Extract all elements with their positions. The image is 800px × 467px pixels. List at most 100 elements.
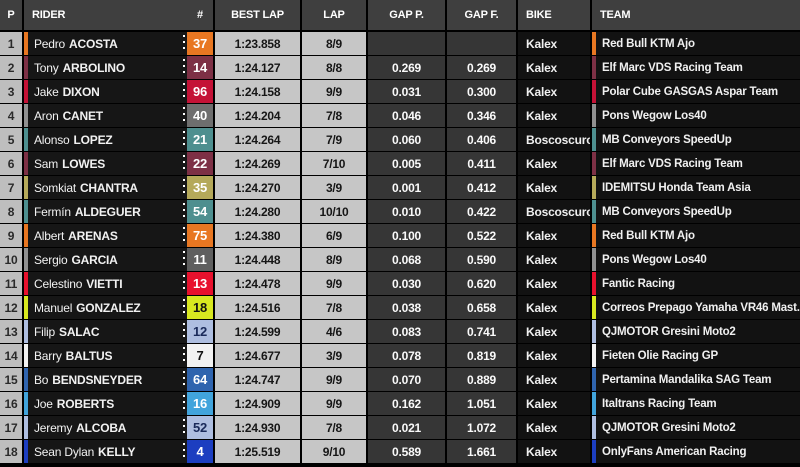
team-accent-strip xyxy=(592,320,596,343)
lap-cell: 3/9 xyxy=(302,176,366,199)
rider-first-name: Pedro xyxy=(34,36,66,51)
team-cell: MB Conveyors SpeedUp xyxy=(592,128,800,151)
gap-first-cell: 0.411 xyxy=(447,152,516,175)
rider-last-name: GONZALEZ xyxy=(76,300,141,315)
table-row[interactable]: 12 Manuel GONZALEZ 18 1:24.516 7/8 0.038… xyxy=(0,296,800,319)
rider-first-name: Sam xyxy=(34,156,59,171)
rider-first-name: Manuel xyxy=(34,300,73,315)
bike-cell: Kalex xyxy=(518,224,590,247)
best-lap-cell: 1:24.269 xyxy=(215,152,300,175)
gap-first-cell: 0.346 xyxy=(447,104,516,127)
table-row[interactable]: 6 Sam LOWES 22 1:24.269 7/10 0.005 0.411… xyxy=(0,152,800,175)
team-cell: Pons Wegow Los40 xyxy=(592,248,800,271)
best-lap-cell: 1:24.599 xyxy=(215,320,300,343)
bike-cell: Kalex xyxy=(518,56,590,79)
gap-prev-cell: 0.269 xyxy=(368,56,445,79)
table-row[interactable]: 7 Somkiat CHANTRA 35 1:24.270 3/9 0.001 … xyxy=(0,176,800,199)
rider-cell: Bo BENDSNEYDER 64 xyxy=(24,368,213,391)
team-cell: MB Conveyors SpeedUp xyxy=(592,200,800,223)
rider-number-badge: 54 xyxy=(183,200,213,223)
team-color-strip xyxy=(24,224,28,247)
team-accent-strip xyxy=(592,368,596,391)
table-row[interactable]: 18 Sean Dylan KELLY 4 1:25.519 9/10 0.58… xyxy=(0,440,800,463)
table-row[interactable]: 8 Fermín ALDEGUER 54 1:24.280 10/10 0.01… xyxy=(0,200,800,223)
position-cell: 12 xyxy=(0,296,22,319)
team-cell: IDEMITSU Honda Team Asia xyxy=(592,176,800,199)
team-accent-strip xyxy=(592,56,596,79)
table-row[interactable]: 1 Pedro ACOSTA 37 1:23.858 8/9 Kalex Red… xyxy=(0,32,800,55)
team-color-strip xyxy=(24,248,28,271)
position-cell: 14 xyxy=(0,344,22,367)
gap-prev-cell: 0.010 xyxy=(368,200,445,223)
team-color-strip xyxy=(24,320,28,343)
team-cell: Italtrans Racing Team xyxy=(592,392,800,415)
team-name: Polar Cube GASGAS Aspar Team xyxy=(602,85,778,98)
team-name: IDEMITSU Honda Team Asia xyxy=(602,181,751,194)
table-row[interactable]: 2 Tony ARBOLINO 14 1:24.127 8/8 0.269 0.… xyxy=(0,56,800,79)
rider-number-badge: 4 xyxy=(183,440,213,463)
rider-cell: Sean Dylan KELLY 4 xyxy=(24,440,213,463)
rider-cell: Sam LOWES 22 xyxy=(24,152,213,175)
rider-first-name: Barry xyxy=(34,348,62,363)
team-color-strip xyxy=(24,32,28,55)
team-color-strip xyxy=(24,152,28,175)
best-lap-cell: 1:24.930 xyxy=(215,416,300,439)
rows-container: 1 Pedro ACOSTA 37 1:23.858 8/9 Kalex Red… xyxy=(0,32,800,463)
gap-prev-cell: 0.046 xyxy=(368,104,445,127)
table-row[interactable]: 5 Alonso LOPEZ 21 1:24.264 7/9 0.060 0.4… xyxy=(0,128,800,151)
table-row[interactable]: 9 Albert ARENAS 75 1:24.380 6/9 0.100 0.… xyxy=(0,224,800,247)
gap-first-cell: 0.819 xyxy=(447,344,516,367)
rider-number-badge: 16 xyxy=(183,392,213,415)
position-cell: 5 xyxy=(0,128,22,151)
team-cell: QJMOTOR Gresini Moto2 xyxy=(592,320,800,343)
team-name: Pons Wegow Los40 xyxy=(602,109,707,122)
table-row[interactable]: 11 Celestino VIETTI 13 1:24.478 9/9 0.03… xyxy=(0,272,800,295)
rider-last-name: BENDSNEYDER xyxy=(52,372,143,387)
gap-first-cell: 0.889 xyxy=(447,368,516,391)
table-row[interactable]: 3 Jake DIXON 96 1:24.158 9/9 0.031 0.300… xyxy=(0,80,800,103)
gap-prev-cell: 0.001 xyxy=(368,176,445,199)
table-row[interactable]: 4 Aron CANET 40 1:24.204 7/8 0.046 0.346… xyxy=(0,104,800,127)
position-cell: 9 xyxy=(0,224,22,247)
bike-cell: Kalex xyxy=(518,248,590,271)
table-row[interactable]: 15 Bo BENDSNEYDER 64 1:24.747 9/9 0.070 … xyxy=(0,368,800,391)
team-accent-strip xyxy=(592,248,596,271)
team-name: Fieten Olie Racing GP xyxy=(602,349,718,362)
gap-first-cell: 0.300 xyxy=(447,80,516,103)
gap-first-cell: 0.741 xyxy=(447,320,516,343)
rider-number-badge: 7 xyxy=(183,344,213,367)
rider-last-name: ALCOBA xyxy=(76,420,127,435)
rider-cell: Joe ROBERTS 16 xyxy=(24,392,213,415)
gap-prev-cell: 0.070 xyxy=(368,368,445,391)
gap-first-cell: 0.412 xyxy=(447,176,516,199)
position-cell: 13 xyxy=(0,320,22,343)
position-cell: 16 xyxy=(0,392,22,415)
gap-first-cell: 0.590 xyxy=(447,248,516,271)
best-lap-cell: 1:24.280 xyxy=(215,200,300,223)
table-row[interactable]: 10 Sergio GARCIA 11 1:24.448 8/9 0.068 0… xyxy=(0,248,800,271)
bike-cell: Kalex xyxy=(518,176,590,199)
team-cell: Elf Marc VDS Racing Team xyxy=(592,152,800,175)
gap-first-cell: 0.406 xyxy=(447,128,516,151)
table-row[interactable]: 16 Joe ROBERTS 16 1:24.909 9/9 0.162 1.0… xyxy=(0,392,800,415)
gap-prev-cell: 0.078 xyxy=(368,344,445,367)
team-cell: QJMOTOR Gresini Moto2 xyxy=(592,416,800,439)
table-row[interactable]: 14 Barry BALTUS 7 1:24.677 3/9 0.078 0.8… xyxy=(0,344,800,367)
table-row[interactable]: 17 Jeremy ALCOBA 52 1:24.930 7/8 0.021 1… xyxy=(0,416,800,439)
team-color-strip xyxy=(24,80,28,103)
best-lap-cell: 1:24.478 xyxy=(215,272,300,295)
team-cell: Red Bull KTM Ajo xyxy=(592,32,800,55)
rider-number-badge: 13 xyxy=(183,272,213,295)
rider-cell: Albert ARENAS 75 xyxy=(24,224,213,247)
bike-cell: Boscoscuro xyxy=(518,200,590,223)
position-cell: 17 xyxy=(0,416,22,439)
table-row[interactable]: 13 Filip SALAC 12 1:24.599 4/6 0.083 0.7… xyxy=(0,320,800,343)
rider-first-name: Joe xyxy=(34,396,53,411)
rider-first-name: Tony xyxy=(34,60,59,75)
rider-number-badge: 96 xyxy=(183,80,213,103)
team-accent-strip xyxy=(592,128,596,151)
gap-first-cell: 1.661 xyxy=(447,440,516,463)
best-lap-cell: 1:24.270 xyxy=(215,176,300,199)
lap-cell: 7/8 xyxy=(302,104,366,127)
rider-cell: Barry BALTUS 7 xyxy=(24,344,213,367)
